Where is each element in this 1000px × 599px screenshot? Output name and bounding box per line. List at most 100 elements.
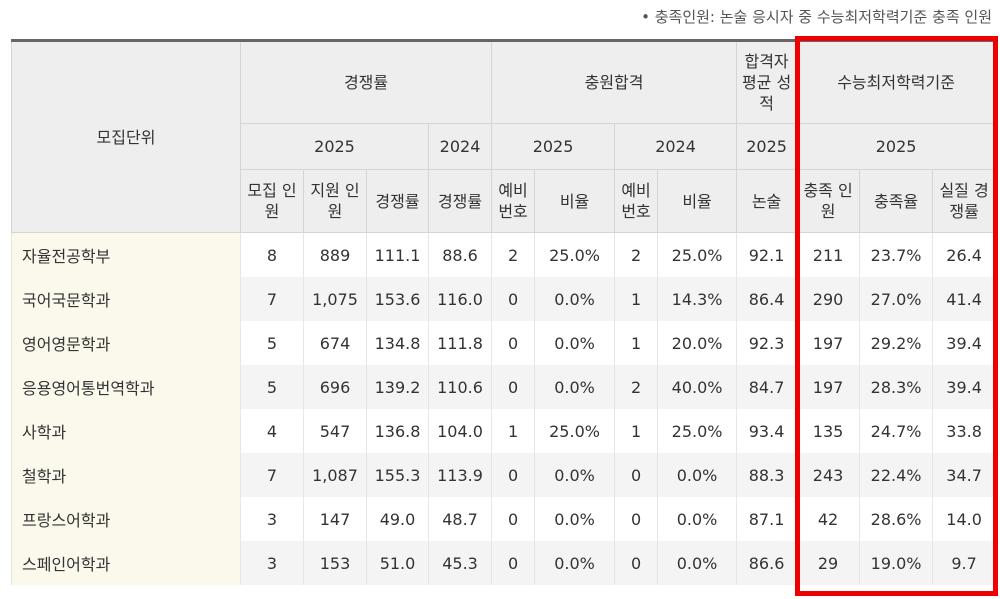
table-row: 국어국문학과 7 1,075 153.6 116.0 0 0.0% 1 14.3% 86.4 290…: [11, 277, 997, 321]
table-cell: 2: [491, 232, 536, 277]
table-cell: 42: [796, 497, 861, 541]
table-cell: 84.7: [736, 365, 798, 409]
table-cell: 1: [614, 321, 659, 365]
table-cell: 86.6: [736, 541, 798, 585]
table-cell: 0: [614, 541, 659, 585]
table-cell: 28.6%: [859, 497, 934, 541]
header-quota: 모집 인원: [240, 169, 304, 233]
header-competition: 경쟁률: [239, 40, 493, 124]
header-competition-2024: 2024: [427, 123, 493, 170]
table-cell: 0.0%: [657, 497, 738, 541]
header-rate: 비율: [534, 169, 616, 233]
table-cell: 23.7%: [859, 232, 934, 277]
table-cell: 92.3: [736, 321, 798, 365]
table-cell: 26.4: [932, 232, 997, 277]
table-cell: 111.8: [427, 321, 493, 365]
table-cell: 28.3%: [859, 365, 934, 409]
table-cell: 0.0%: [534, 365, 616, 409]
table-cell: 889: [303, 232, 367, 277]
header-rate-2024: 비율: [657, 169, 738, 233]
table-cell: 0.0%: [534, 453, 616, 497]
table-cell: 88.6: [427, 232, 493, 277]
table-cell: 0: [491, 365, 536, 409]
table-cell: 0: [491, 497, 536, 541]
table-cell: 1,087: [303, 453, 367, 497]
table-cell: 147: [303, 497, 367, 541]
table-cell: 1,075: [303, 277, 367, 321]
table-cell: 92.1: [736, 232, 798, 277]
table-cell: 24.7%: [859, 409, 934, 453]
table-cell: 93.4: [736, 409, 798, 453]
table-cell: 29: [796, 541, 861, 585]
table-cell: 1: [491, 409, 536, 453]
table-cell: 5: [240, 365, 304, 409]
table-row: 응용영어통번역학과 5 696 139.2 110.6 0 0.0% 2 40.0% 84.7 19…: [11, 365, 997, 409]
table-cell: 27.0%: [859, 277, 934, 321]
header-avg-score: 합격자 평균 성적: [736, 40, 798, 124]
table-cell: 290: [796, 277, 861, 321]
table-cell: 1: [614, 277, 659, 321]
table-cell: 0.0%: [534, 497, 616, 541]
table-cell: 48.7: [427, 497, 493, 541]
table-cell: 2: [614, 365, 659, 409]
table-cell: 34.7: [932, 453, 997, 497]
header-ratio: 경쟁률: [366, 169, 429, 233]
table-cell: 2: [614, 232, 659, 277]
table-cell: 25.0%: [657, 409, 738, 453]
header-additional: 충원합격: [491, 40, 738, 124]
table-cell: 5: [240, 321, 304, 365]
table-cell: 211: [796, 232, 861, 277]
table-cell: 39.4: [932, 365, 997, 409]
table-row: 사학과 4 547 136.8 104.0 1 25.0% 1 25.0% 93.4 135 24.7…: [11, 409, 997, 453]
table-cell: 0: [614, 453, 659, 497]
header-real-ratio: 실질 경쟁률: [932, 169, 997, 233]
table-cell: 0: [491, 321, 536, 365]
table-cell: 547: [303, 409, 367, 453]
table-cell: 3: [240, 541, 304, 585]
table-cell: 104.0: [427, 409, 493, 453]
table-cell: 25.0%: [657, 232, 738, 277]
table-cell: 0: [614, 497, 659, 541]
header-applicants: 지원 인원: [303, 169, 367, 233]
table-cell: 49.0: [366, 497, 429, 541]
table-cell: 111.1: [366, 232, 429, 277]
table-cell: 696: [303, 365, 367, 409]
table-cell: 7: [240, 277, 304, 321]
table-cell: 1: [614, 409, 659, 453]
unit-name: 자율전공학부: [11, 232, 241, 277]
header-wait-no-2024: 예비 번호: [614, 169, 659, 233]
table-cell: 134.8: [366, 321, 429, 365]
unit-name: 철학과: [11, 453, 241, 497]
unit-name: 사학과: [11, 409, 241, 453]
header-met-rate: 충족율: [859, 169, 934, 233]
header-avg-2025: 2025: [736, 123, 798, 170]
unit-name: 스페인어학과: [11, 541, 241, 585]
header-unit: 모집단위: [11, 40, 241, 233]
table-row: 스페인어학과 3 153 51.0 45.3 0 0.0% 0 0.0% 86.6 29 19.0% 9…: [11, 541, 997, 585]
table-cell: 8: [240, 232, 304, 277]
unit-name: 프랑스어학과: [11, 497, 241, 541]
table-cell: 0.0%: [534, 541, 616, 585]
header-ratio-2024: 경쟁률: [427, 169, 493, 233]
table-cell: 0.0%: [657, 453, 738, 497]
table-cell: 153.6: [366, 277, 429, 321]
table-cell: 139.2: [366, 365, 429, 409]
table-cell: 110.6: [427, 365, 493, 409]
table-cell: 40.0%: [657, 365, 738, 409]
table-cell: 136.8: [366, 409, 429, 453]
table-cell: 51.0: [366, 541, 429, 585]
header-additional-2024: 2024: [614, 123, 738, 170]
table-cell: 41.4: [932, 277, 997, 321]
table-cell: 674: [303, 321, 367, 365]
table-row: 영어영문학과 5 674 134.8 111.8 0 0.0% 1 20.0% 92.3 197 29…: [11, 321, 997, 365]
table-cell: 3: [240, 497, 304, 541]
header-csat-2025: 2025: [796, 123, 997, 170]
table-cell: 197: [796, 321, 861, 365]
header-wait-no: 예비 번호: [491, 169, 536, 233]
table-cell: 9.7: [932, 541, 997, 585]
table-cell: 45.3: [427, 541, 493, 585]
unit-name: 응용영어통번역학과: [11, 365, 241, 409]
header-met: 충족 인원: [796, 169, 861, 233]
table-cell: 155.3: [366, 453, 429, 497]
table-cell: 87.1: [736, 497, 798, 541]
